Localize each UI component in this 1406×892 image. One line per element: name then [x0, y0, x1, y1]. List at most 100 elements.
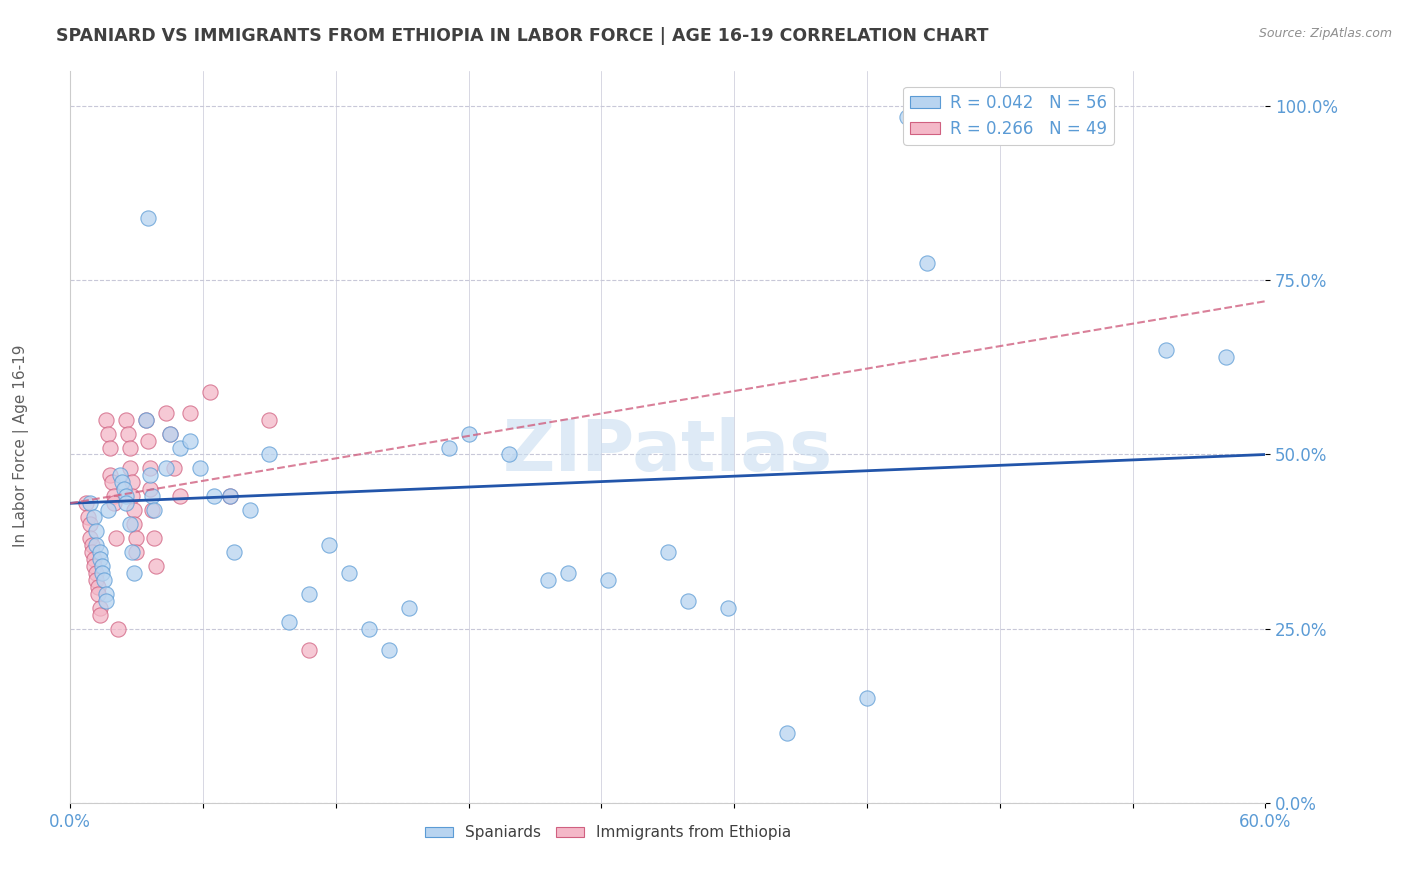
Point [557, 566, 579, 580]
Point [107, 622, 129, 636]
Point [98, 468, 121, 483]
Legend: Spaniards, Immigrants from Ethiopia: Spaniards, Immigrants from Ethiopia [419, 819, 797, 847]
Text: In Labor Force | Age 16-19: In Labor Force | Age 16-19 [13, 344, 30, 548]
Point [139, 483, 162, 497]
Point [103, 489, 125, 503]
Point [111, 475, 134, 490]
Point [115, 496, 138, 510]
Point [91, 558, 114, 573]
Point [218, 489, 240, 503]
Point [856, 691, 879, 706]
Point [437, 441, 460, 455]
Point [121, 475, 143, 490]
Point [143, 531, 166, 545]
Point [79, 496, 101, 510]
Point [96, 412, 117, 426]
Point [188, 461, 211, 475]
Point [218, 489, 240, 503]
Point [378, 642, 401, 657]
Point [169, 441, 191, 455]
Point [141, 489, 163, 503]
Point [198, 384, 221, 399]
Point [776, 726, 799, 740]
Point [498, 448, 520, 462]
Point [145, 558, 167, 573]
Point [135, 412, 157, 426]
Point [179, 406, 201, 420]
Point [87, 587, 110, 601]
Point [359, 622, 381, 636]
Point [141, 503, 163, 517]
Point [89, 545, 111, 559]
Point [139, 461, 162, 475]
Point [169, 489, 191, 503]
Point [77, 510, 100, 524]
Point [89, 607, 111, 622]
Point [717, 600, 740, 615]
Point [98, 441, 121, 455]
Point [537, 573, 560, 587]
Point [136, 434, 159, 448]
Point [121, 545, 143, 559]
Point [222, 545, 245, 559]
Point [163, 461, 186, 475]
Point [120, 517, 141, 532]
Point [97, 503, 120, 517]
Point [136, 211, 159, 225]
Point [87, 580, 110, 594]
Point [318, 538, 340, 552]
Point [278, 615, 301, 629]
Point [135, 412, 157, 426]
Point [155, 461, 177, 475]
Point [103, 496, 125, 510]
Point [337, 566, 360, 580]
Point [125, 531, 148, 545]
Point [125, 545, 148, 559]
Point [83, 558, 105, 573]
Point [259, 412, 281, 426]
Point [398, 600, 420, 615]
Point [75, 496, 97, 510]
Point [112, 483, 135, 497]
Point [598, 573, 620, 587]
Point [79, 531, 101, 545]
Point [120, 441, 141, 455]
Point [657, 545, 679, 559]
Point [117, 426, 139, 441]
Point [259, 448, 281, 462]
Point [143, 503, 166, 517]
Text: Source: ZipAtlas.com: Source: ZipAtlas.com [1258, 27, 1392, 40]
Point [84, 538, 107, 552]
Point [122, 503, 145, 517]
Point [122, 517, 145, 532]
Point [89, 552, 111, 566]
Point [93, 573, 115, 587]
Point [83, 552, 105, 566]
Point [298, 642, 321, 657]
Point [676, 594, 699, 608]
Point [115, 412, 138, 426]
Point [1215, 350, 1237, 364]
Text: ZIPatlas: ZIPatlas [503, 417, 832, 486]
Point [101, 475, 124, 490]
Point [122, 566, 145, 580]
Point [84, 566, 107, 580]
Point [1154, 343, 1177, 357]
Point [108, 468, 131, 483]
Point [120, 461, 141, 475]
Point [155, 406, 177, 420]
Point [96, 594, 117, 608]
Point [91, 566, 114, 580]
Point [82, 545, 104, 559]
Point [84, 573, 107, 587]
Point [82, 538, 104, 552]
Point [457, 426, 479, 441]
Point [159, 426, 181, 441]
Point [139, 468, 162, 483]
Point [896, 110, 918, 124]
Point [202, 489, 225, 503]
Point [89, 600, 111, 615]
Point [115, 489, 138, 503]
Point [105, 531, 128, 545]
Point [915, 256, 938, 270]
